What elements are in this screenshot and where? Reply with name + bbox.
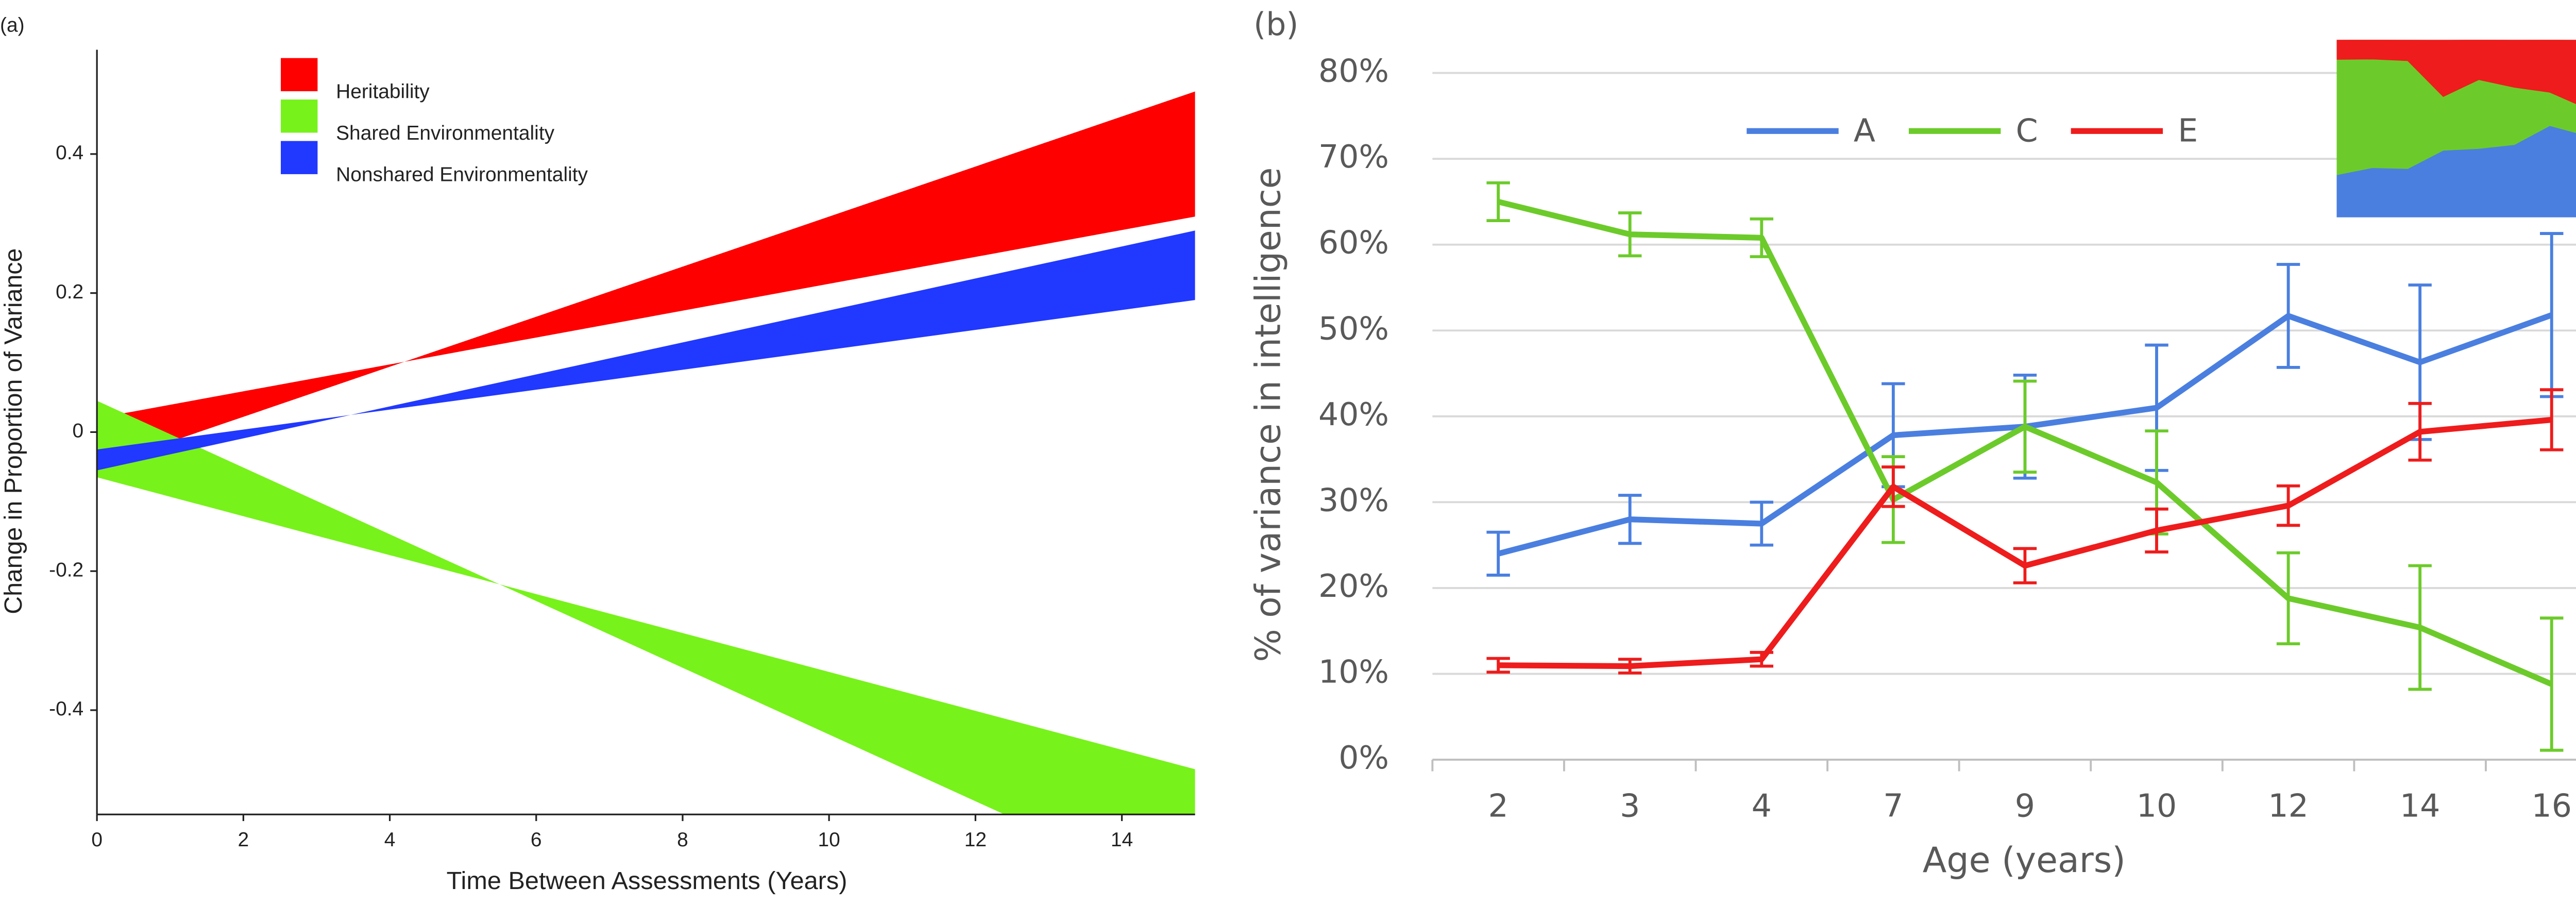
y-tick-label: 10%: [1318, 654, 1389, 691]
x-tick-label: 12: [2268, 788, 2308, 825]
legend-label: C: [2016, 113, 2038, 149]
y-tick-label: 60%: [1318, 225, 1389, 261]
y-tick-label: 40%: [1318, 396, 1389, 433]
inset-area: [2336, 40, 2576, 105]
legend-label: A: [1854, 113, 1875, 149]
x-tick-label: 10: [2137, 788, 2177, 825]
y-tick-label: 30%: [1318, 482, 1389, 519]
x-tick-label: 16: [2532, 788, 2572, 825]
y-tick-label: -0.4: [49, 698, 83, 720]
x-tick-label: 8: [677, 829, 688, 851]
y-tick-label: -0.2: [49, 559, 83, 581]
y-tick-label: 0: [73, 420, 84, 442]
x-tick-label: 14: [2400, 788, 2440, 825]
line: [1498, 416, 2552, 669]
y-tick-label: 20%: [1318, 568, 1389, 605]
y-axis-label: Change in Proportion of Variance: [0, 248, 27, 614]
x-tick-label: 7: [1883, 788, 1903, 825]
y-axis-label: % of variance in intelligence: [1248, 168, 1289, 662]
legend-label: Nonshared Environmentality: [336, 163, 588, 186]
x-tick-label: 4: [384, 829, 396, 851]
y-tick-label: 50%: [1318, 310, 1389, 347]
x-tick-label: 14: [1111, 829, 1133, 851]
panel-label: (a): [0, 14, 25, 37]
panel-b: (b) 0% 10% 20% 30% 40% 50% 60% 70% 80% 2 3 4 7 9 10 12 14…: [1248, 7, 2576, 881]
x-tick-label: 4: [1752, 788, 1772, 825]
legend-label: Heritability: [336, 81, 430, 103]
x-tick-label: 2: [238, 829, 249, 851]
x-tick-label: 10: [818, 829, 840, 851]
x-tick-label: 3: [1620, 788, 1640, 825]
y-tick-label: 0.4: [56, 142, 83, 164]
legend-swatch: [281, 141, 318, 174]
line: [1497, 198, 2553, 687]
legend-label: Shared Environmentality: [336, 122, 555, 144]
legend-swatch: [281, 58, 318, 92]
panel-label: (b): [1253, 7, 1298, 43]
inset: [2336, 40, 2576, 217]
band: [97, 230, 1195, 471]
y-tick-label: 0%: [1338, 740, 1389, 776]
x-tick-label: 0: [91, 829, 103, 851]
x-tick-label: 6: [531, 829, 542, 851]
y-tick-label: 80%: [1318, 53, 1389, 90]
band: [97, 400, 1195, 815]
legend-swatch: [281, 99, 318, 133]
x-axis-label: Age (years): [1923, 840, 2126, 881]
x-tick-label: 9: [2015, 788, 2035, 825]
plot-area: [97, 91, 1195, 815]
legend-label: E: [2178, 113, 2198, 149]
y-tick-label: 0.2: [56, 281, 83, 303]
panel-a: (a) Heritability Shared Environmentality No…: [0, 14, 1195, 895]
y-tick-label: 70%: [1318, 139, 1389, 175]
x-tick-label: 2: [1488, 788, 1509, 825]
x-tick-label: 12: [964, 829, 987, 851]
x-axis-label: Time Between Assessments (Years): [447, 867, 848, 895]
